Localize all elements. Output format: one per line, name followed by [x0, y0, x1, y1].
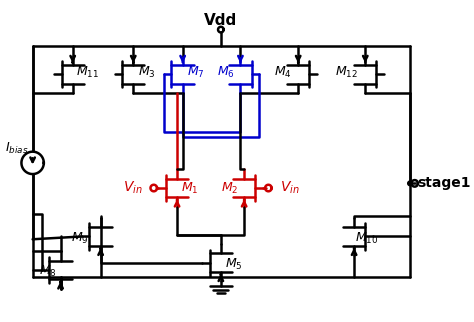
- Text: $M_{11}$: $M_{11}$: [76, 65, 99, 80]
- Text: $M_{10}$: $M_{10}$: [356, 231, 379, 246]
- Text: Vdd: Vdd: [204, 13, 237, 28]
- Text: $M_7$: $M_7$: [187, 65, 204, 80]
- Text: $M_5$: $M_5$: [225, 257, 243, 272]
- Text: $M_1$: $M_1$: [182, 180, 199, 195]
- Text: $M_{12}$: $M_{12}$: [335, 65, 358, 80]
- Text: $I_{bias}$: $I_{bias}$: [5, 141, 28, 156]
- Polygon shape: [408, 181, 412, 186]
- Text: stage1: stage1: [418, 176, 471, 190]
- Text: $V_{in}$: $V_{in}$: [280, 180, 299, 196]
- Text: $M_3$: $M_3$: [138, 65, 156, 80]
- Text: $M_2$: $M_2$: [221, 180, 239, 195]
- Polygon shape: [21, 152, 44, 174]
- Text: $M_8$: $M_8$: [39, 264, 56, 279]
- Text: $M_4$: $M_4$: [274, 65, 292, 80]
- Text: $M_9$: $M_9$: [71, 231, 89, 246]
- Text: $M_6$: $M_6$: [217, 65, 235, 80]
- Text: $V_{in}$: $V_{in}$: [123, 180, 143, 196]
